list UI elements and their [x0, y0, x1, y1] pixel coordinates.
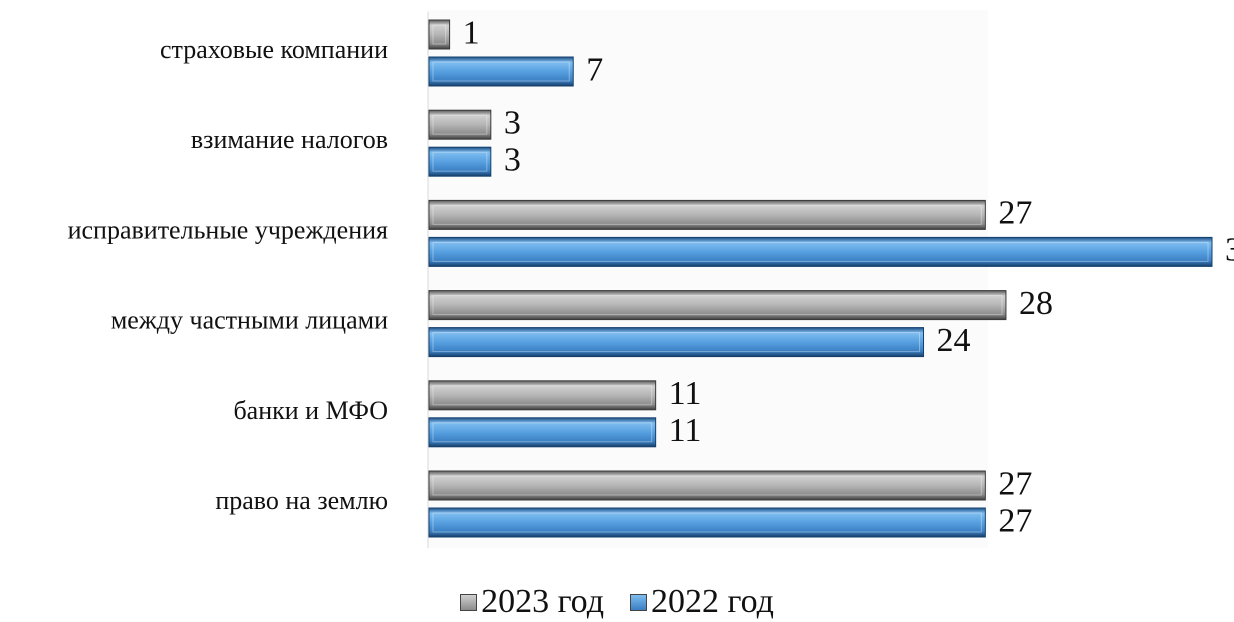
legend-label-2023: 2023 год	[481, 583, 604, 620]
bar-2023-год-1	[428, 109, 492, 140]
data-label-2022-год-2: 38	[1225, 232, 1234, 269]
data-label-2022-год-0: 7	[586, 51, 603, 88]
bar-2023-год-5	[428, 470, 986, 501]
bar-bevel-2022-год-3	[432, 332, 921, 353]
legend-item-2022: 2022 год	[630, 585, 774, 619]
bar-2023-год-3	[428, 290, 1007, 321]
data-label-2023-год-2: 27	[998, 195, 1032, 232]
bar-2023-год-2	[428, 199, 986, 230]
bar-2022-год-3	[428, 327, 925, 358]
data-label-2022-год-5: 27	[998, 502, 1032, 539]
bar-bevel-2023-год-0	[432, 24, 447, 45]
data-label-2022-год-1: 3	[504, 141, 521, 178]
bar-bevel-2023-год-5	[432, 475, 982, 496]
bar-bevel-2023-год-4	[432, 385, 653, 406]
bar-bevel-2023-год-1	[432, 114, 488, 135]
bar-bevel-2022-год-4	[432, 422, 653, 443]
bar-2022-год-5	[428, 507, 986, 538]
data-label-2023-год-1: 3	[504, 104, 521, 141]
category-label-1: взимание налогов	[191, 125, 388, 154]
data-label-2023-год-5: 27	[998, 465, 1032, 502]
legend-swatch-2023	[460, 593, 478, 611]
bar-2022-год-0	[428, 56, 574, 87]
category-label-0: страховые компании	[160, 35, 388, 64]
data-label-2023-год-3: 28	[1019, 285, 1053, 322]
legend-swatch-2022	[630, 593, 647, 611]
legend-item-2023: 2023 год	[460, 585, 604, 619]
bar-2022-год-2	[428, 236, 1213, 267]
bar-2022-год-4	[428, 417, 657, 448]
plot-area	[428, 10, 988, 548]
bar-bevel-2023-год-3	[432, 295, 1003, 316]
category-label-5: право на землю	[215, 486, 388, 515]
bar-bevel-2022-год-0	[432, 61, 570, 82]
bar-2023-год-4	[428, 380, 657, 411]
legend: 2023 год 2022 год	[0, 582, 1234, 622]
bar-bevel-2023-год-2	[432, 204, 982, 225]
chart-plot: страховые компании 1 7 взимание налогов 33 ис…	[68, 10, 1234, 548]
legend-label-2022: 2022 год	[651, 583, 774, 620]
data-label-2022-год-4: 11	[669, 412, 702, 449]
bar-bevel-2022-год-5	[432, 512, 982, 533]
data-label-2022-год-3: 24	[937, 322, 971, 359]
data-label-2023-год-0: 1	[463, 14, 480, 51]
category-label-3: между частными лицами	[111, 306, 388, 335]
category-label-4: банки и МФО	[233, 396, 388, 425]
bar-bevel-2022-год-2	[432, 241, 1209, 262]
bar-bevel-2022-год-1	[432, 151, 488, 172]
data-label-2023-год-4: 11	[669, 375, 702, 412]
bar-2022-год-1	[428, 146, 492, 177]
bar-2023-год-0	[428, 19, 451, 50]
category-label-2: исправительные учреждения	[68, 215, 388, 244]
